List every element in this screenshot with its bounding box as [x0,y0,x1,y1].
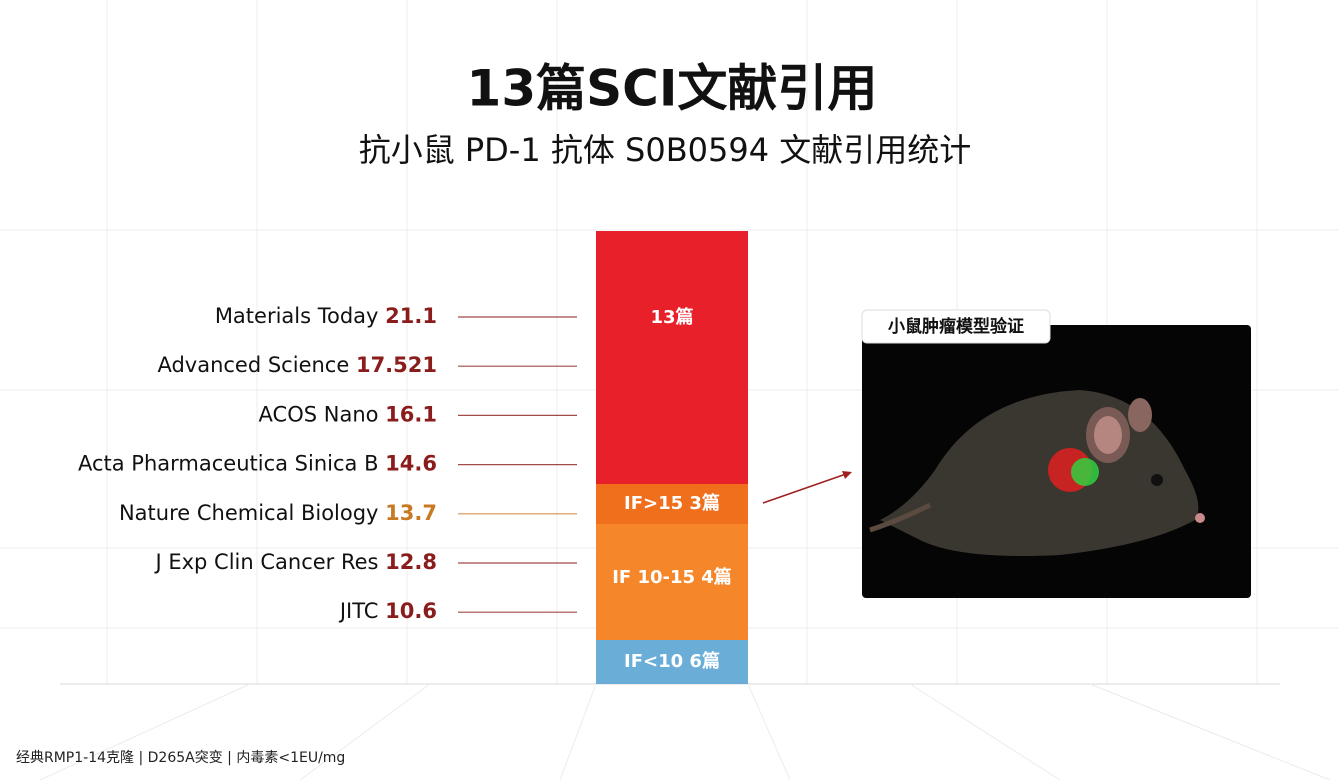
journal-entry: J Exp Clin Cancer Res 12.8 [153,550,437,574]
journal-name: Nature Chemical Biology [119,501,379,525]
journal-list: Materials Today 21.1 Advanced Science 17.… [78,304,577,623]
impact-factor: 14.6 [385,452,437,476]
impact-factor: 17.521 [356,353,437,377]
arrow-head [842,471,852,479]
bar-segment [596,231,748,484]
stacked-bar: 13篇 IF>15 3篇 IF 10-15 4篇 IF<10 6篇 [596,231,748,684]
image-caption: 小鼠肿瘤模型验证 [888,316,1024,337]
title: 13篇SCI文献引用 [467,60,878,118]
journal-name: ACOS Nano [259,402,379,426]
impact-factor: 21.1 [385,304,437,328]
arrow [762,473,847,504]
journal-entry: Acta Pharmaceutica Sinica B 14.6 [78,452,437,476]
segment-label: IF<10 6篇 [624,650,720,672]
segment-label: 13篇 [650,306,693,328]
mouse-image: 小鼠肿瘤模型验证 [861,309,1251,598]
bar-segment [596,640,748,684]
impact-factor: 16.1 [385,402,437,426]
impact-factor: 12.8 [385,550,437,574]
journal-name: Acta Pharmaceutica Sinica B [78,452,379,476]
journal-name: JITC [338,599,379,623]
segment-label: IF 10-15 4篇 [612,566,732,588]
journal-entry: Nature Chemical Biology 13.7 [119,501,437,525]
journal-entry: Materials Today 21.1 [215,304,437,328]
journal-name: Materials Today [215,304,379,328]
journal-entry: JITC 10.6 [338,599,437,623]
segment-label: IF>15 3篇 [624,492,720,514]
journal-entry: ACOS Nano 16.1 [259,402,437,426]
impact-factor: 13.7 [385,501,437,525]
journal-name: Advanced Science [157,353,349,377]
bar-segment [596,524,748,640]
journal-name: J Exp Clin Cancer Res [153,550,378,574]
journal-entry: Advanced Science 17.521 [157,353,437,377]
subtitle: 抗小鼠 PD-1 抗体 S0B0594 文献引用统计 [359,131,972,169]
impact-factor: 10.6 [385,599,437,623]
bar-segment [596,484,748,524]
footer: 经典RMP1-14克隆 | D265A突变 | 内毒素<1EU/mg [16,750,345,766]
